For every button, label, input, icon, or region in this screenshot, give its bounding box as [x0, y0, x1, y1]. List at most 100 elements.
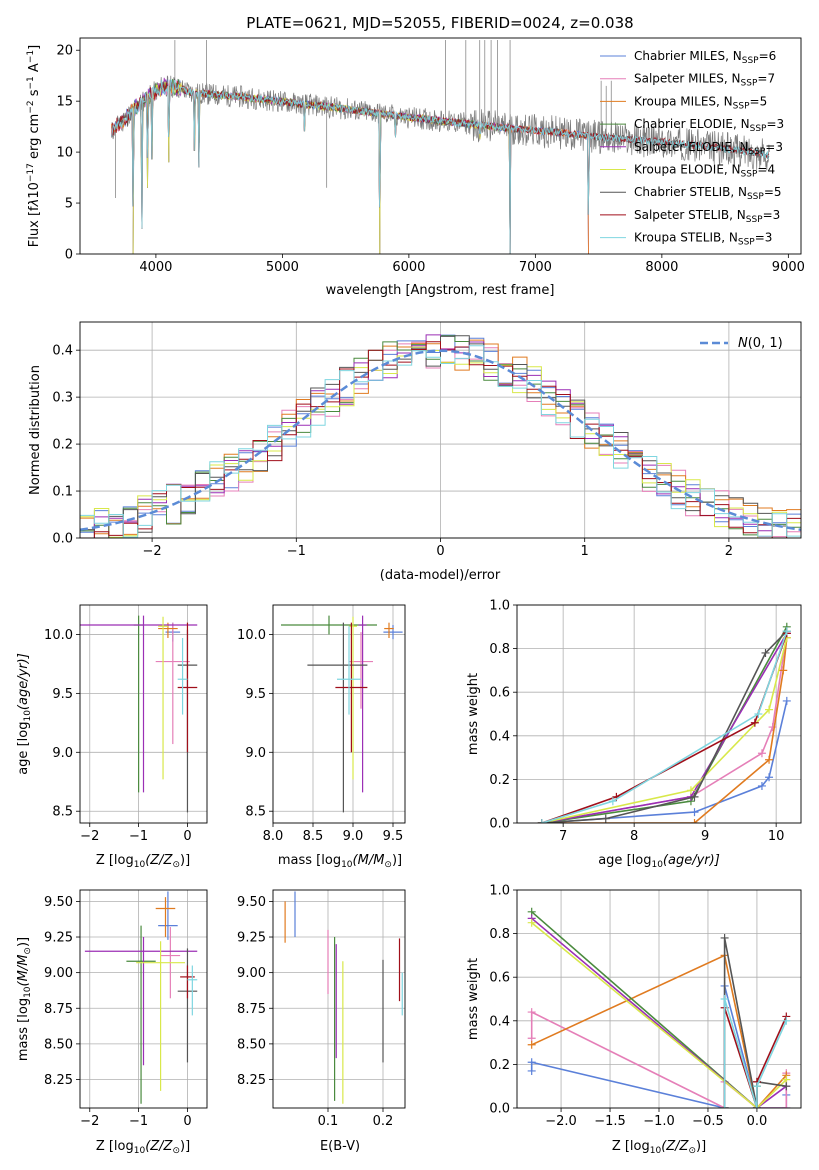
tick-label-y: 10 — [56, 146, 73, 161]
legend-label-kroupa_elodie-part: =4 — [757, 163, 775, 177]
legend-label-chabrier_miles-part: Chabrier MILES, N — [634, 49, 742, 63]
tick-label-x: 10 — [768, 829, 785, 844]
weight-marker-kroupa_miles — [690, 819, 699, 823]
weight-marker-chabrier_miles — [527, 1066, 536, 1075]
weight-marker-kroupa_elodie — [765, 705, 774, 714]
tick-label-y: 8.25 — [237, 1073, 266, 1088]
legend-label-kroupa_miles-part: =5 — [750, 94, 768, 108]
y-axis-label-part: 10 — [23, 710, 33, 722]
weight-marker-chabrier_miles — [690, 808, 699, 817]
x-axis-label-part: )] — [180, 1139, 190, 1154]
legend-label-salpeter_miles-part: =7 — [757, 72, 775, 86]
tick-label-y: 0.1 — [52, 485, 73, 500]
tick-label-y: 0.8 — [489, 927, 510, 942]
y-axis-label-part: −17 — [26, 163, 36, 182]
x-axis-label-part: ⊙ — [172, 860, 180, 870]
y-axis-label-part: age [log — [16, 722, 31, 775]
plot-area — [537, 622, 791, 823]
panel-weight-vs-age: 7 8 9 10 0.0 0.2 0.4 0.6 0.8 1.0 — [489, 599, 802, 844]
legend-label-kroupa_elodie-part: SSP — [741, 170, 758, 180]
legend-label-chabrier_elodie-part: Chabrier ELODIE, N — [634, 117, 750, 131]
legend-label-kroupa_elodie-part: Kroupa ELODIE, N — [634, 163, 741, 177]
y-axis-label-part: s — [27, 89, 42, 100]
model-spectrum-kroupa_elodie — [132, 81, 511, 254]
tick-label-y: 9.0 — [245, 746, 266, 761]
tick-label-x: 1 — [581, 544, 589, 559]
tick-label-x: −1.5 — [594, 1114, 626, 1129]
x-axis-label: age [log10(age/yr)] — [598, 853, 720, 870]
legend-label-salpeter_elodie-part: SSP — [748, 147, 765, 157]
tick-label-y: 1.0 — [489, 884, 510, 899]
x-axis-label-part: ⊙ — [384, 860, 392, 870]
y-axis-label: mass [log10(M/M⊙)] — [16, 937, 33, 1061]
weight-marker-kroupa_miles — [765, 755, 774, 764]
tick-label-x: 2 — [725, 544, 733, 559]
tick-label-y: 1.0 — [489, 599, 510, 614]
tick-label-x: 0.2 — [373, 1114, 394, 1129]
weight-marker-chabrier_miles — [757, 781, 766, 790]
weight-marker-chabrier_stelib — [782, 1082, 791, 1091]
legend-label-salpeter_stelib-part: =3 — [763, 208, 781, 222]
tick-label-y: 10.0 — [44, 628, 73, 643]
plot-area — [281, 615, 403, 813]
weight-marker-salpeter_miles — [757, 749, 766, 758]
x-axis-label: Z [log10(Z/Z⊙)] — [612, 1139, 706, 1156]
x-axis-label-part: )] — [180, 853, 190, 868]
tick-label-y: 10.0 — [237, 628, 266, 643]
x-axis-label-part: (Z/Z — [661, 1139, 689, 1154]
y-axis-label-part: −2 — [26, 100, 36, 113]
x-axis-label: E(B-V) — [320, 1139, 360, 1154]
tick-label-y: 8.5 — [52, 805, 73, 820]
x-axis-label-part: )] — [696, 1139, 706, 1154]
plot-area — [527, 907, 791, 1108]
tick-label-y: 15 — [56, 95, 73, 110]
tick-label-x: 0 — [183, 1114, 191, 1129]
legend-label-chabrier_miles-part: SSP — [742, 56, 759, 66]
legend-label-chabrier_stelib-part: =5 — [764, 185, 782, 199]
histogram-kroupa_stelib — [80, 345, 801, 538]
tick-label-y: 9.5 — [52, 687, 73, 702]
legend-label-chabrier_miles: Chabrier MILES, NSSP=6 — [634, 49, 776, 66]
tick-label-y: 0.8 — [489, 642, 510, 657]
tick-label-x: −1.0 — [643, 1114, 675, 1129]
y-axis-label: Normed distribution — [28, 365, 43, 495]
legend-label-kroupa_stelib-part: SSP — [738, 238, 755, 248]
tick-label-y: 9.00 — [44, 966, 73, 981]
plot-area — [284, 891, 403, 1104]
plot-area — [111, 40, 770, 254]
weight-line-kroupa_elodie — [531, 922, 787, 1108]
x-axis-label-part: mass [log — [278, 853, 341, 868]
tick-label-y: 0.0 — [489, 817, 510, 832]
plot-area — [80, 615, 198, 813]
weight-marker-kroupa_stelib — [752, 1082, 761, 1091]
y-axis-label-part: )] — [16, 937, 31, 947]
y-axis-label-part: (M/M — [16, 955, 31, 987]
tick-label-x: 8000 — [645, 260, 678, 275]
weight-marker-kroupa_stelib — [754, 710, 763, 718]
tick-label-y: 0.3 — [52, 391, 73, 406]
x-axis-label-part: (Z/Z — [145, 1139, 173, 1154]
weight-marker-chabrier_stelib — [601, 814, 610, 823]
legend-label-salpeter_stelib: Salpeter STELIB, NSSP=3 — [634, 208, 780, 225]
legend-label-chabrier_elodie-part: =3 — [766, 117, 784, 131]
weight-marker-chabrier_stelib — [690, 792, 699, 801]
tick-label-y: 8.50 — [44, 1037, 73, 1052]
x-axis-label-part: )] — [392, 853, 402, 868]
weight-marker-kroupa_stelib — [782, 1016, 791, 1025]
tick-label-y: 9.00 — [237, 966, 266, 981]
weight-line-kroupa_elodie — [541, 637, 788, 823]
tick-label-x: −2 — [80, 829, 99, 844]
legend-label-salpeter_miles-part: SSP — [741, 79, 758, 89]
x-axis-label-part: 10 — [651, 860, 663, 870]
tick-label-x: 0.1 — [318, 1114, 339, 1129]
gaussian-curve — [80, 349, 801, 532]
legend-label-salpeter_stelib-part: Salpeter STELIB, N — [634, 208, 746, 222]
legend-label-chabrier_elodie: Chabrier ELODIE, NSSP=3 — [634, 117, 784, 134]
tick-label-x: 8.5 — [303, 829, 324, 844]
legend-label-chabrier_miles-part: =6 — [759, 49, 777, 63]
y-axis-label-part: −1 — [26, 50, 36, 63]
tick-label-y: 0.2 — [489, 773, 510, 788]
weight-line-kroupa_stelib — [723, 998, 788, 1108]
tick-label-x: −0.5 — [692, 1114, 724, 1129]
axes-frame — [79, 321, 802, 539]
